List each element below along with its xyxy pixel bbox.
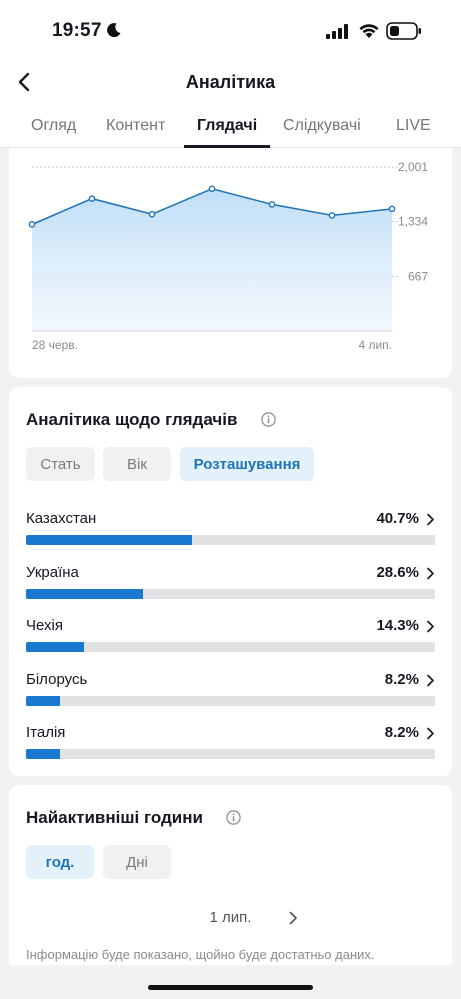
chip-days[interactable]: Дні (103, 845, 171, 879)
location-name: Італія (26, 724, 66, 741)
location-name: Україна (26, 563, 79, 581)
insufficient-data-hint: Інформацію буде показано, щойно буде дос… (26, 947, 375, 962)
home-indicator (148, 985, 313, 990)
chart-point[interactable] (268, 201, 276, 208)
location-bar-fill (26, 642, 85, 652)
location-percent: 8.2% (384, 670, 419, 688)
cellular-signal-icon (326, 24, 348, 39)
location-bar-track (26, 642, 435, 652)
tab-live[interactable]: LIVE (396, 117, 431, 134)
header: Аналітика (0, 62, 461, 102)
location-name: Чехія (26, 617, 63, 634)
location-percent: 40.7% (376, 510, 419, 527)
chevron-right-icon (427, 513, 434, 526)
active-tab-indicator (184, 145, 270, 148)
status-time: 19:57 (52, 20, 102, 41)
chart-point[interactable] (148, 210, 156, 218)
location-name: Казахстан (26, 510, 97, 527)
location-bar-track (26, 749, 435, 759)
status-bar: 19:57 (0, 0, 461, 62)
location-row[interactable]: Україна 28.6% (26, 564, 435, 610)
chevron-right-icon (427, 567, 434, 579)
location-percent: 28.6% (376, 563, 419, 581)
moon-icon (107, 23, 121, 38)
viewer-insights-card: Аналітика щодо глядачів Стать Вік Розташ… (9, 387, 452, 776)
active-hours-card: Найактивніші години год. Дні 1 лип. Інфо… (9, 785, 452, 965)
x-tick-label: 4 лип. (358, 338, 392, 352)
location-bar-fill (26, 588, 143, 599)
y-tick-label: 667 (408, 269, 428, 283)
viewer-insights-title: Аналітика щодо глядачів (26, 410, 238, 429)
chart-point[interactable] (208, 185, 216, 193)
location-bar-track (26, 588, 435, 599)
y-tick-label: 2,001 (398, 160, 428, 174)
location-percent: 8.2% (384, 724, 419, 741)
location-bar-track (26, 695, 435, 706)
page-title: Аналітика (185, 72, 276, 92)
location-bar-fill (26, 695, 60, 706)
location-percent: 14.3% (376, 617, 419, 634)
location-row[interactable]: Білорусь 8.2% (26, 671, 435, 717)
analytics-tabs: Огляд Контент Глядачі Слідкувачі LIVE (0, 102, 461, 148)
battery-icon (386, 22, 421, 40)
active-hours-title: Найактивніші години (26, 808, 203, 827)
location-row[interactable]: Італія 8.2% (26, 724, 435, 770)
chart-point[interactable] (88, 195, 96, 202)
chevron-right-icon (427, 674, 434, 686)
y-tick-label: 1,334 (398, 215, 428, 229)
x-tick-label: 28 черв. (32, 338, 78, 352)
chevron-right-icon (427, 727, 434, 740)
chart-point[interactable] (28, 221, 36, 228)
location-row[interactable]: Чехія 14.3% (26, 617, 435, 663)
location-name: Білорусь (26, 670, 88, 688)
chart-area-fill (32, 188, 392, 331)
info-icon[interactable] (226, 810, 241, 825)
chip-gender[interactable]: Стать (26, 447, 95, 481)
chip-age[interactable]: Вік (103, 447, 171, 481)
chevron-right-icon (427, 620, 434, 633)
tab-followers[interactable]: Слідкувачі (283, 117, 361, 134)
chart-point[interactable] (328, 212, 336, 219)
chip-hours[interactable]: год. (26, 845, 94, 879)
date-label: 1 лип. (209, 909, 252, 926)
tab-overview[interactable]: Огляд (31, 117, 77, 134)
chip-location[interactable]: Розташування (180, 447, 314, 481)
chevron-right-icon[interactable] (288, 911, 298, 925)
tab-viewers[interactable]: Глядачі (197, 117, 258, 134)
views-chart-card: 2,001 1,334 667 28 черв. 4 лип. (9, 148, 452, 378)
info-icon[interactable] (261, 412, 276, 427)
wifi-icon (359, 24, 379, 38)
views-area-chart: 2,001 1,334 667 28 черв. 4 лип. (28, 160, 428, 352)
tab-content[interactable]: Контент (106, 117, 166, 134)
location-bar-fill (26, 535, 193, 545)
back-arrow-icon[interactable] (14, 70, 36, 94)
location-bar-track (26, 535, 435, 545)
chart-point[interactable] (388, 205, 396, 213)
location-row[interactable]: Казахстан 40.7% (26, 510, 435, 556)
location-bar-fill (26, 749, 60, 759)
